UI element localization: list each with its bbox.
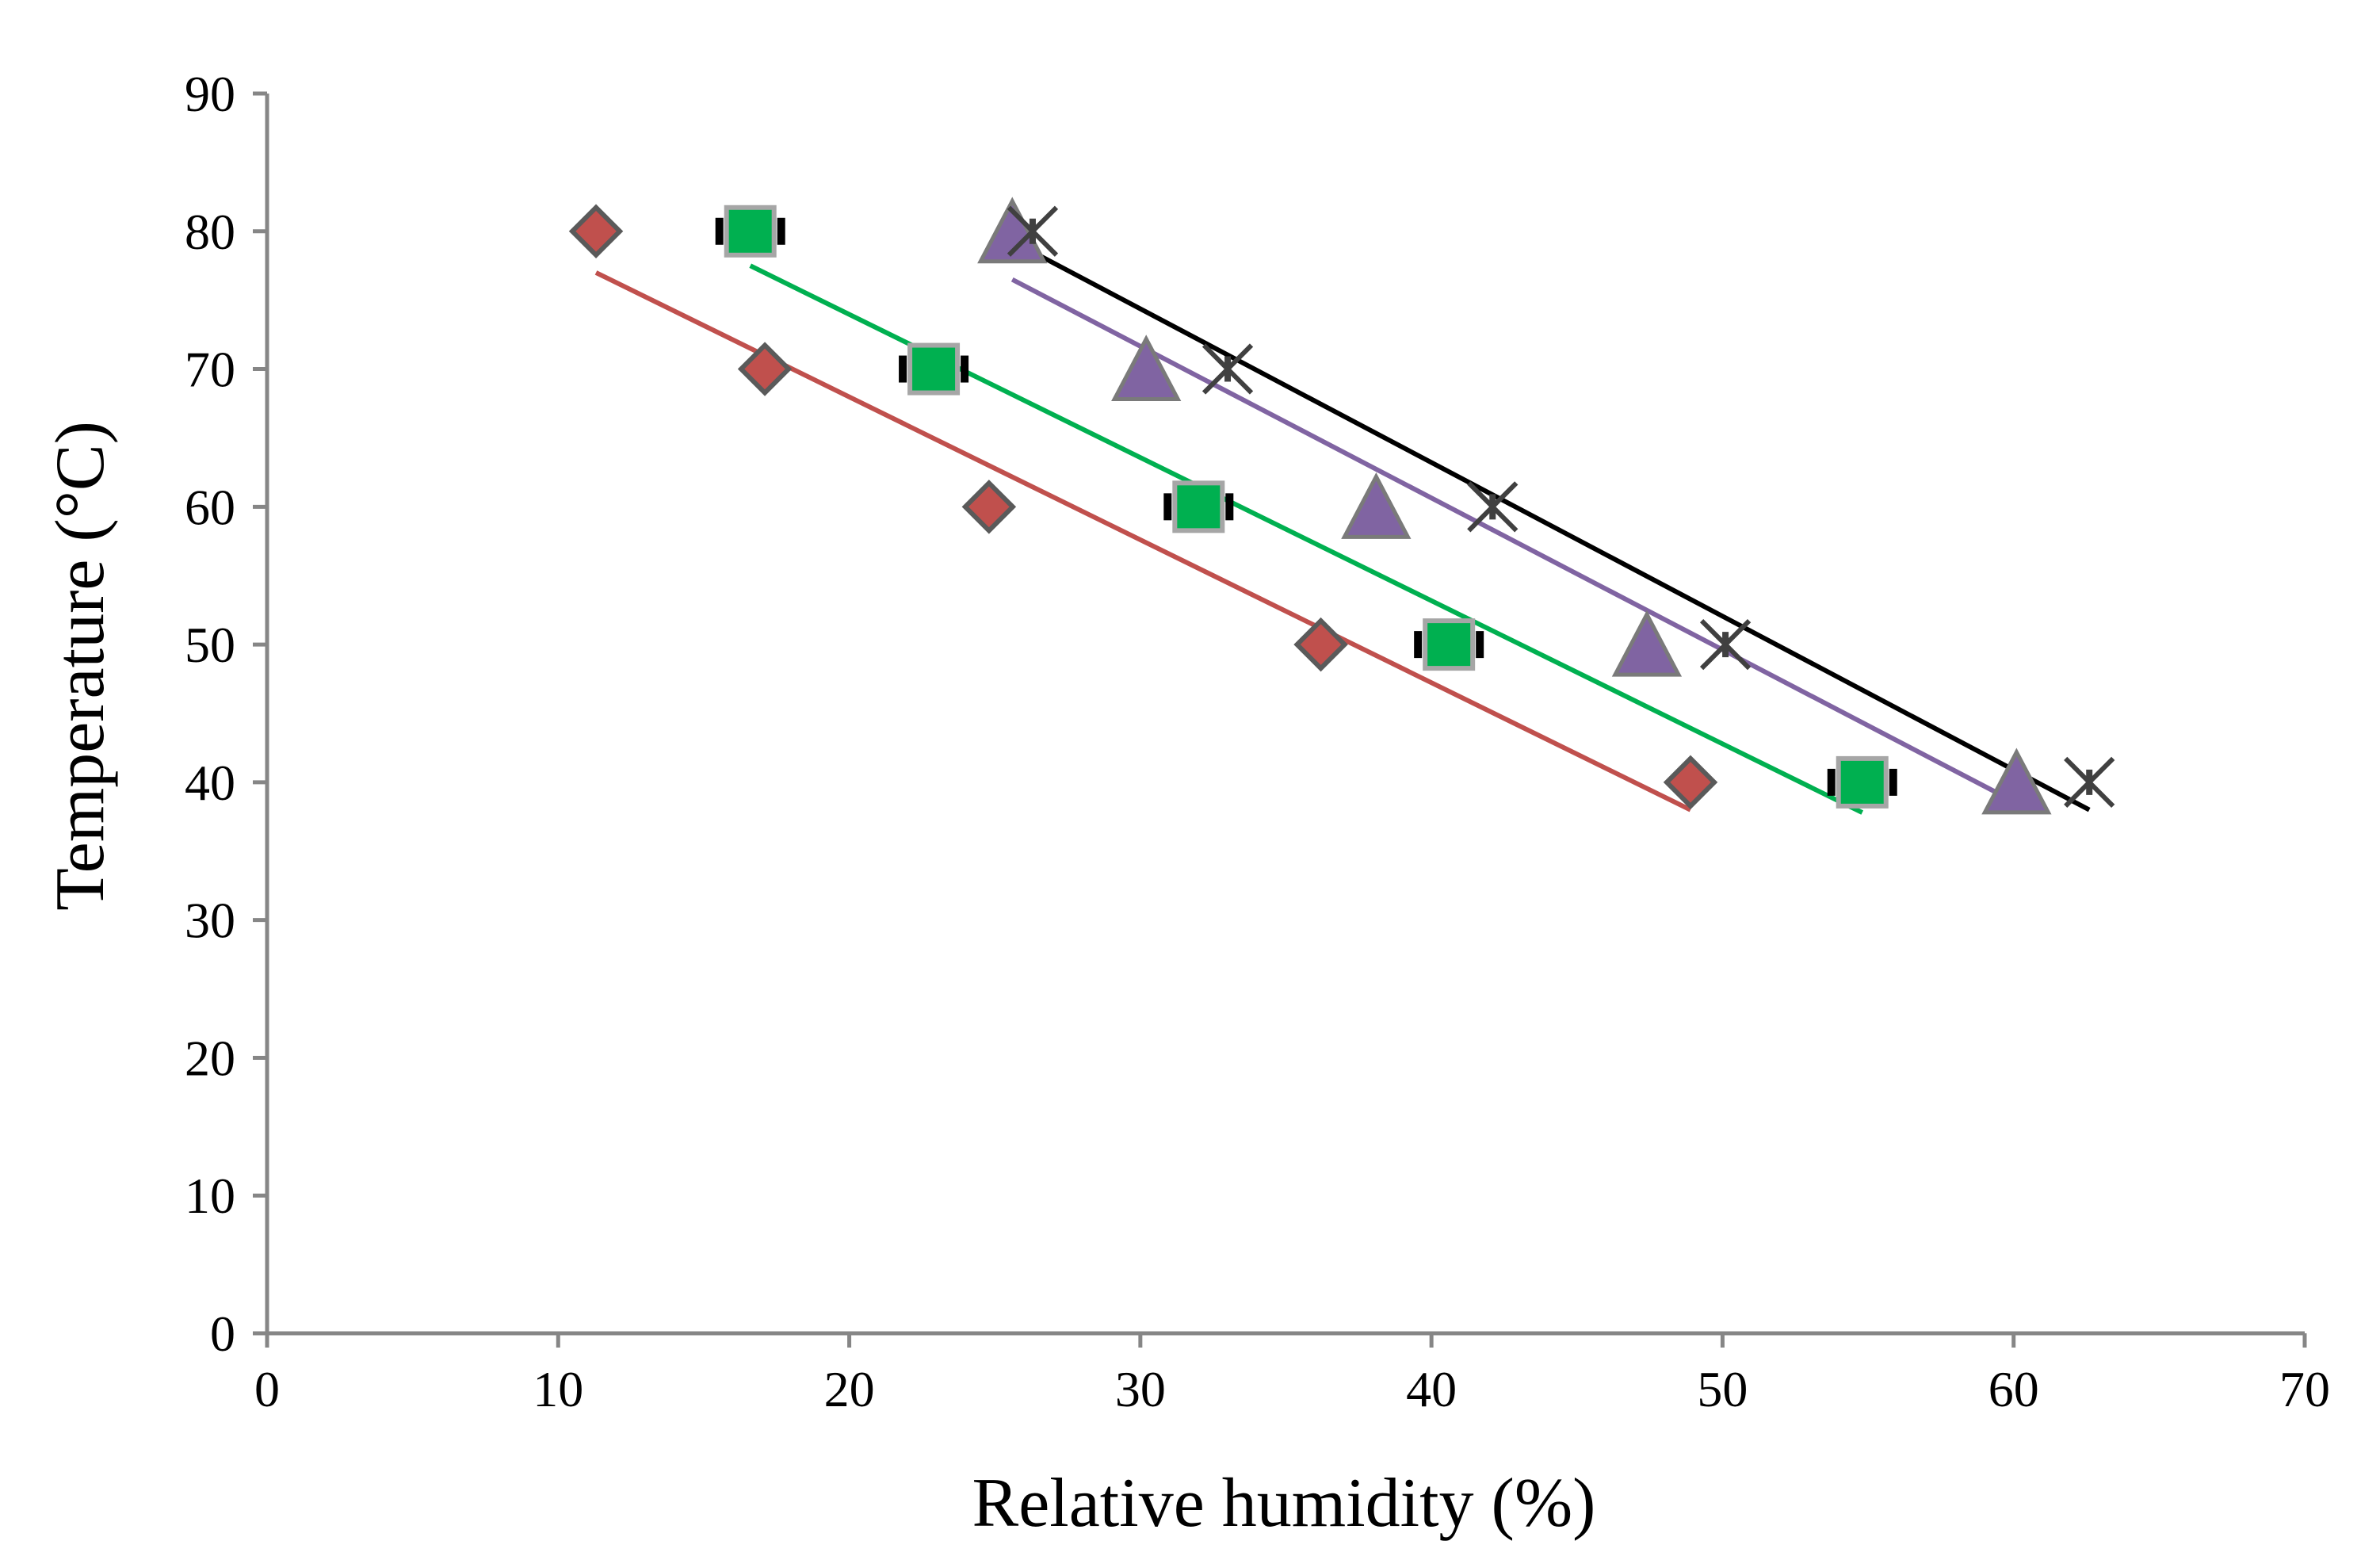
diamond-marker [1663,755,1718,810]
axes [253,91,2307,1348]
x-axis-title: Relative humidity (%) [972,1465,1596,1542]
data-points [568,197,2115,815]
trend-line-4 [1031,250,2091,812]
y-tick-label: 40 [185,755,235,811]
data-point-square [715,205,785,258]
data-point-star [1201,343,1254,395]
diamond-marker [961,480,1017,534]
y-tick-label: 20 [185,1030,235,1086]
error-cap-left [899,355,907,383]
x-tick-label: 0 [254,1361,280,1417]
error-cap-right [1889,768,1897,796]
error-cap-right [1476,631,1484,659]
x-tick-label: 20 [824,1361,875,1417]
error-cap-right [961,355,969,383]
y-tick-label: 0 [210,1306,235,1362]
square-marker [1172,480,1225,533]
data-point-triangle [1111,335,1182,402]
data-point-square [1827,755,1897,809]
triangle-marker [1981,748,2052,815]
trend-lines [594,250,2091,815]
diamond-marker [1293,617,1348,672]
data-point-triangle [1981,748,2052,815]
data-point-square [1414,618,1484,671]
x-tick-label: 70 [2279,1361,2330,1417]
error-cap-left [1163,493,1172,521]
triangle-marker [1611,610,1683,677]
triangle-marker [977,197,1048,264]
data-point-star [1467,481,1519,533]
data-point-triangle [977,197,1048,264]
x-tick-label: 30 [1115,1361,1166,1417]
data-point-diamond [1293,617,1348,672]
square-marker [907,342,961,396]
y-tick-label: 60 [185,479,235,535]
diamond-marker [568,204,624,259]
data-point-square [899,342,969,396]
data-point-star [2064,756,2115,809]
error-cap-left [1414,631,1423,659]
y-tick-label: 50 [185,617,235,673]
y-tick-label: 10 [185,1168,235,1224]
trend-line-3 [1010,277,2018,805]
y-tick-label: 90 [185,66,235,122]
error-cap-left [715,217,724,245]
data-point-diamond [568,204,624,259]
data-point-diamond [961,480,1017,534]
data-point-triangle [1611,610,1683,677]
data-point-triangle [1341,472,1412,539]
error-cap-right [777,217,785,245]
y-tick-label: 70 [185,342,235,398]
square-marker [1836,755,1889,809]
triangle-marker [1111,335,1182,402]
error-cap-left [1827,768,1836,796]
tick-labels: 0 10 20 30 40 50 60 70 0 10 20 30 40 50 60 70 80 90 [185,66,2330,1417]
y-tick-label: 80 [185,204,235,260]
square-marker [724,205,777,258]
x-tick-label: 40 [1406,1361,1457,1417]
diamond-marker [737,342,793,396]
data-point-star [1699,618,1752,671]
triangle-marker [1341,472,1412,539]
error-cap-right [1225,493,1234,521]
y-axis-title: Temperature (°C) [42,421,119,911]
x-tick-label: 10 [533,1361,583,1417]
data-point-diamond [1663,755,1718,810]
data-point-square [1163,480,1234,533]
square-marker [1423,618,1476,671]
data-point-star [1007,205,1059,257]
data-point-diamond [737,342,793,396]
x-tick-label: 60 [1988,1361,2039,1417]
y-tick-label: 30 [185,893,235,949]
x-tick-label: 50 [1697,1361,1748,1417]
